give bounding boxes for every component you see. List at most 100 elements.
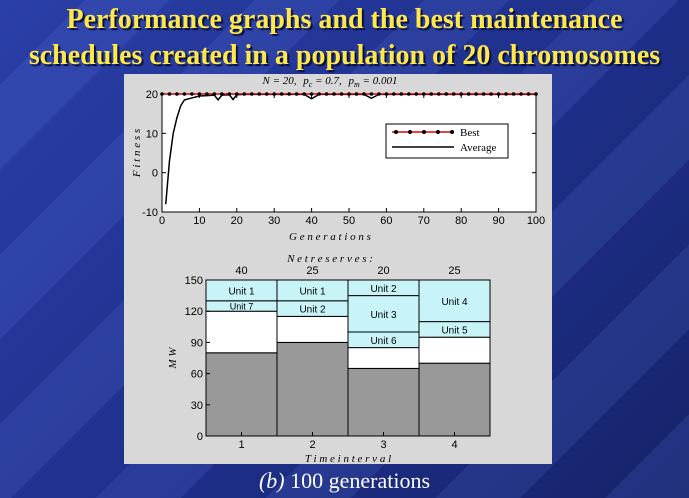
x-tick-label: 30 <box>268 215 280 227</box>
series-best-point <box>294 92 299 96</box>
series-best-point <box>444 92 449 96</box>
category-label: 1 <box>238 439 244 451</box>
unit-label: Unit 1 <box>299 286 326 297</box>
bar-chart-title: N e t r e s e r v e s : <box>286 253 373 265</box>
series-best-point <box>279 92 284 96</box>
series-best-point <box>175 92 179 96</box>
series-best-point <box>474 92 478 96</box>
series-best-point <box>227 92 232 96</box>
y-tick-label: 60 <box>191 369 203 381</box>
x-tick-label: 50 <box>343 215 355 227</box>
bar-chart-ticks: 1 2 3 4 0 30 60 90 120 150 <box>185 275 458 451</box>
x-tick-label: 0 <box>159 215 165 227</box>
legend-best-marker <box>450 130 454 134</box>
net-reserve-value: 40 <box>235 265 247 277</box>
legend-box <box>385 123 509 159</box>
caption-label: (b) <box>258 468 285 493</box>
series-best-point <box>257 92 262 96</box>
series-best-point <box>205 92 209 96</box>
unit-label: Unit 4 <box>441 297 468 308</box>
series-best-point <box>302 92 306 96</box>
series-best-point <box>264 92 269 96</box>
x-tick-label: 100 <box>527 215 545 227</box>
figure-panel: N = 20, pc = 0.7, pm = 0.001 0 10 20 30 40 50… <box>124 74 552 465</box>
series-best-point <box>242 92 247 96</box>
bar-base-load <box>418 362 491 437</box>
series-best-point <box>309 92 314 96</box>
legend-best-markers <box>394 130 454 134</box>
series-best-point <box>384 92 389 96</box>
y-tick-label: 150 <box>185 275 203 287</box>
y-tick-label: 30 <box>191 400 203 412</box>
legend-best-marker <box>408 130 412 134</box>
legend-best-marker <box>422 130 426 134</box>
series-best-point <box>160 92 164 96</box>
slide-title-line-2: schedules created in a population of 20 … <box>28 40 661 71</box>
legend-best-marker <box>436 130 440 134</box>
series-best-point <box>481 92 486 96</box>
series-best-point <box>249 92 254 96</box>
y-tick-label: 0 <box>197 431 203 443</box>
y-tick-label: 90 <box>191 337 203 349</box>
series-best-point <box>272 92 276 96</box>
series-best-point <box>197 92 202 96</box>
series-best-point <box>182 92 187 96</box>
series-best-point <box>436 92 441 96</box>
series-best-point <box>407 92 411 96</box>
line-chart-series <box>160 92 538 205</box>
x-tick-label: 90 <box>492 215 504 227</box>
series-best-point <box>489 92 493 96</box>
series-best-point <box>399 92 404 96</box>
x-tick-label: 60 <box>380 215 392 227</box>
line-chart-title: N = 20, pc = 0.7, pm = 0.001 <box>262 75 398 89</box>
net-reserve-value: 20 <box>377 265 389 277</box>
unit-label: Unit 2 <box>299 305 326 316</box>
series-best-point <box>354 92 359 96</box>
unit-label: Unit 7 <box>230 302 254 312</box>
unit-label: Unit 6 <box>370 336 397 347</box>
bar-base-load <box>347 367 420 437</box>
series-best-point <box>317 92 321 96</box>
slide-title-line-1: Performance graphs and the best maintena… <box>66 4 623 35</box>
bar-unit-block <box>276 315 349 343</box>
series-best-point <box>496 92 501 96</box>
y-tick-label: 10 <box>146 128 158 140</box>
x-tick-label: 80 <box>455 215 467 227</box>
series-best-point <box>324 92 329 96</box>
series-best-point <box>235 92 239 96</box>
net-reserves-row: 40 25 20 25 <box>235 265 460 277</box>
y-tick-label: -10 <box>142 207 158 219</box>
series-best-point <box>519 92 523 96</box>
category-label: 3 <box>380 439 386 451</box>
series-best-point <box>414 92 419 96</box>
series-best-point <box>466 92 471 96</box>
unit-label: Unit 2 <box>370 284 397 295</box>
bar-chart-bars: Unit 7 Unit 1 Unit 2 Unit 1 Unit 6 Unit 3 Unit… <box>205 279 491 437</box>
legend-best-label: Best <box>460 127 480 139</box>
bar-unit-block <box>347 347 420 369</box>
y-tick-label: 0 <box>152 168 158 180</box>
fitness-chart: N = 20, pc = 0.7, pm = 0.001 0 10 20 30 40 50… <box>131 75 545 243</box>
figure-svg: N = 20, pc = 0.7, pm = 0.001 0 10 20 30 40 50… <box>131 75 545 465</box>
series-best-point <box>526 92 531 96</box>
legend-average-label: Average <box>460 142 497 154</box>
series-best-point <box>451 92 456 96</box>
series-best-point <box>212 92 217 96</box>
series-best-point <box>347 92 351 96</box>
series-best-point <box>220 92 224 96</box>
series-best-point <box>429 92 434 96</box>
net-reserve-value: 25 <box>448 265 460 277</box>
series-best-point <box>377 92 381 96</box>
category-label: 2 <box>309 439 315 451</box>
series-best-point <box>534 92 538 96</box>
series-best-point <box>362 92 366 96</box>
y-tick-label: 20 <box>146 89 158 101</box>
figure-caption: (b) 100 generations <box>0 468 689 494</box>
x-tick-label: 10 <box>193 215 205 227</box>
unit-label: Unit 5 <box>441 325 468 336</box>
bar-base-load <box>276 341 349 437</box>
series-best-point <box>332 92 336 96</box>
bar-chart-xlabel: T i m e i n t e r v a l <box>305 453 391 464</box>
category-label: 4 <box>451 439 457 451</box>
series-best-point <box>459 92 464 96</box>
